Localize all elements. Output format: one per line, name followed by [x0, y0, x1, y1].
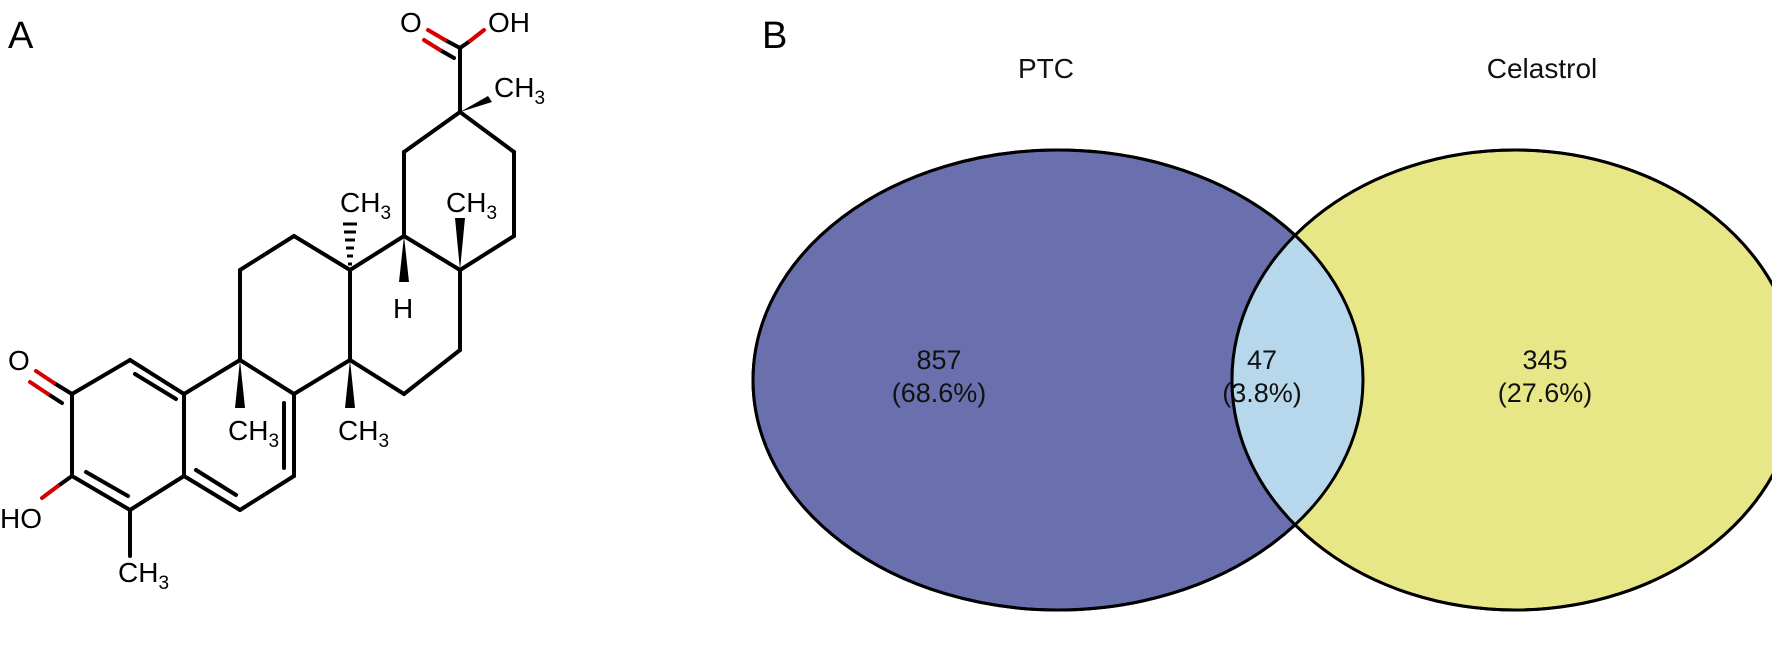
wedge-bond — [235, 360, 245, 408]
bond — [70, 358, 132, 396]
bond — [133, 372, 178, 401]
bond — [182, 474, 242, 512]
bond — [458, 110, 516, 154]
bond — [402, 110, 462, 154]
ptc-outline — [751, 148, 1365, 612]
panel-b-letter: B — [762, 15, 787, 57]
wedge-bond — [455, 218, 465, 270]
venn-diagram: B PTC Celastrol 857 (68.6%) 47 (3.8%) 34… — [751, 15, 1772, 612]
panel-b-venn: B PTC Celastrol 857 (68.6%) 47 (3.8%) 34… — [740, 0, 1772, 664]
bond — [292, 358, 352, 396]
bond — [84, 470, 130, 498]
skeleton-bonds — [70, 38, 516, 558]
bond — [438, 48, 456, 60]
celastrol-only-percent: (27.6%) — [1498, 378, 1593, 408]
hashed-bond — [343, 222, 357, 266]
acid-carbonyl-oxygen: O — [400, 7, 422, 38]
bond — [348, 234, 406, 272]
wedge-bond — [399, 236, 409, 282]
bond — [292, 234, 352, 272]
bond — [402, 348, 462, 396]
methyl-label: CH3 — [118, 557, 169, 594]
bond — [238, 358, 296, 396]
atom-labels: O OH CH3 CH3 CH3 H O CH3 CH3 HO CH3 — [0, 7, 545, 594]
wedge-bond — [345, 360, 355, 408]
panel-a-letter: A — [8, 15, 34, 57]
bond — [238, 474, 296, 512]
ketone-bond — [28, 380, 50, 396]
ptc-only-percent: (68.6%) — [892, 378, 987, 408]
intersection-count: 47 — [1247, 345, 1277, 375]
hydroxyl-label: HO — [0, 503, 42, 534]
bond — [458, 234, 516, 272]
stereo-bonds — [235, 96, 492, 408]
panel-a-structure: A — [0, 0, 740, 664]
ketone-oxygen: O — [8, 345, 30, 376]
bond — [238, 234, 296, 272]
methyl-label: CH3 — [340, 187, 391, 224]
methyl-label: CH3 — [338, 415, 389, 452]
bond — [182, 358, 242, 396]
carbonyl-bond — [422, 38, 442, 52]
carbonyl-bond — [426, 28, 447, 42]
bond — [348, 358, 406, 396]
ketone-bond — [34, 369, 56, 385]
bond — [46, 392, 64, 405]
hydrogen-label: H — [393, 293, 413, 324]
bond — [458, 39, 472, 50]
ptc-set-label: PTC — [1018, 53, 1074, 84]
methyl-label: CH3 — [228, 415, 279, 452]
heteroatom-bonds — [28, 28, 486, 500]
bond — [70, 474, 132, 512]
ptc-only-count: 857 — [916, 345, 961, 375]
bond — [56, 474, 74, 488]
celastrol-outline — [1230, 148, 1772, 612]
bond — [128, 474, 186, 512]
methyl-label: CH3 — [446, 187, 497, 224]
bond — [128, 358, 186, 396]
bond — [194, 468, 238, 497]
hydroxyl-bond — [40, 484, 60, 500]
oh-bond — [468, 28, 486, 43]
bond — [52, 381, 74, 396]
celastrol-only-count: 345 — [1522, 345, 1567, 375]
wedge-bond — [460, 96, 492, 112]
celastrol-structure-diagram: A — [0, 7, 545, 594]
celastrol-set-label: Celastrol — [1487, 53, 1597, 84]
methyl-label: CH3 — [494, 72, 545, 109]
bond — [402, 234, 462, 272]
acid-hydroxyl-label: OH — [488, 7, 530, 38]
bond — [443, 38, 462, 50]
intersection-percent: (3.8%) — [1222, 378, 1302, 408]
